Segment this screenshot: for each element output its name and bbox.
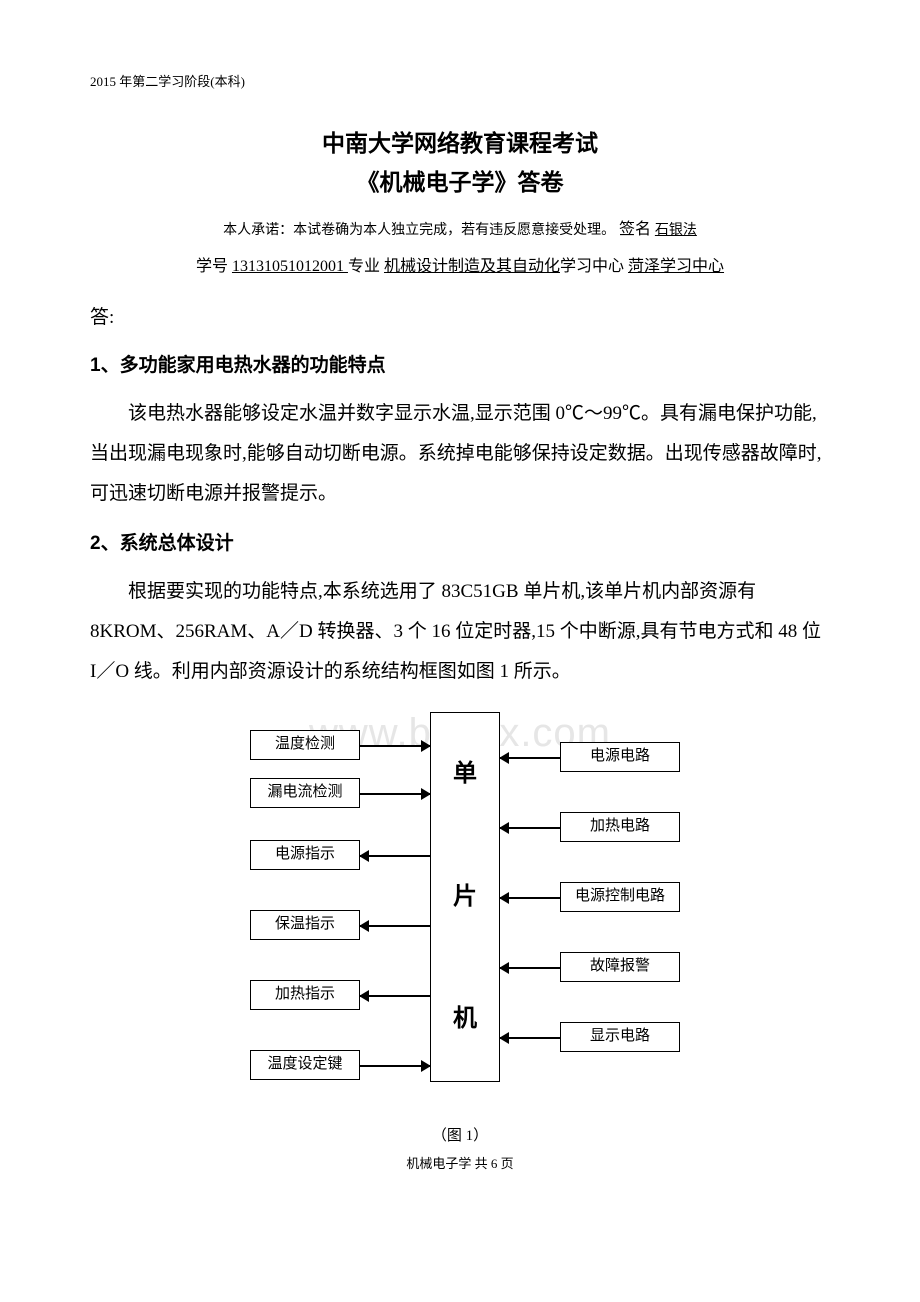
signature-value: 石银法	[655, 223, 697, 238]
arrow-icon	[360, 925, 430, 927]
section1-body: 该电热水器能够设定水温并数字显示水温,显示范围 0℃～99℃。具有漏电保护功能,…	[90, 394, 830, 514]
arrow-icon	[360, 745, 430, 747]
input-block: 漏电流检测	[250, 778, 360, 808]
section1-title: 1、多功能家用电热水器的功能特点	[90, 348, 830, 384]
output-block: 电源控制电路	[560, 882, 680, 912]
student-no: 13131051012001	[232, 258, 348, 275]
declaration-text: 本人承诺：本试卷确为本人独立完成，若有违反愿意接受处理。	[223, 221, 615, 237]
input-block: 保温指示	[250, 910, 360, 940]
arrow-icon	[500, 897, 560, 899]
page-title: 中南大学网络教育课程考试	[90, 125, 830, 162]
system-block-diagram: 单片机 温度检测漏电流检测电源指示保温指示加热指示温度设定键 电源电路加热电路电源控…	[200, 712, 720, 1112]
input-block: 加热指示	[250, 980, 360, 1010]
arrow-icon	[360, 1065, 430, 1067]
input-block: 电源指示	[250, 840, 360, 870]
arrow-icon	[500, 967, 560, 969]
center-value: 菏泽学习中心	[628, 258, 724, 275]
center-label: 学习中心	[560, 258, 624, 275]
output-block: 显示电路	[560, 1022, 680, 1052]
page-footer: 机械电子学 共 6 页	[90, 1152, 830, 1177]
output-block: 加热电路	[560, 812, 680, 842]
mcu-block: 单片机	[430, 712, 500, 1082]
output-block: 电源电路	[560, 742, 680, 772]
section2-body: 根据要实现的功能特点,本系统选用了 83C51GB 单片机,该单片机内部资源有 …	[90, 572, 830, 692]
student-info: 学号 13131051012001 专业 机械设计制造及其自动化学习中心 菏泽学…	[90, 252, 830, 282]
declaration-line: 本人承诺：本试卷确为本人独立完成，若有违反愿意接受处理。 签名 石银法	[90, 215, 830, 245]
arrow-icon	[360, 793, 430, 795]
output-block: 故障报警	[560, 952, 680, 982]
arrow-icon	[500, 1037, 560, 1039]
major-label: 专业	[348, 258, 380, 275]
arrow-icon	[500, 827, 560, 829]
signature-label: 签名	[619, 221, 651, 238]
arrow-icon	[360, 855, 430, 857]
arrow-icon	[360, 995, 430, 997]
arrow-icon	[500, 757, 560, 759]
page-subtitle: 《机械电子学》答卷	[90, 161, 830, 205]
answer-label: 答:	[90, 300, 830, 336]
input-block: 温度设定键	[250, 1050, 360, 1080]
section2-title: 2、系统总体设计	[90, 526, 830, 562]
header-note: 2015 年第二学习阶段(本科)	[90, 70, 830, 95]
figure-caption: （图 1）	[90, 1122, 830, 1151]
major-value: 机械设计制造及其自动化	[384, 258, 560, 275]
input-block: 温度检测	[250, 730, 360, 760]
student-no-label: 学号	[196, 258, 228, 275]
